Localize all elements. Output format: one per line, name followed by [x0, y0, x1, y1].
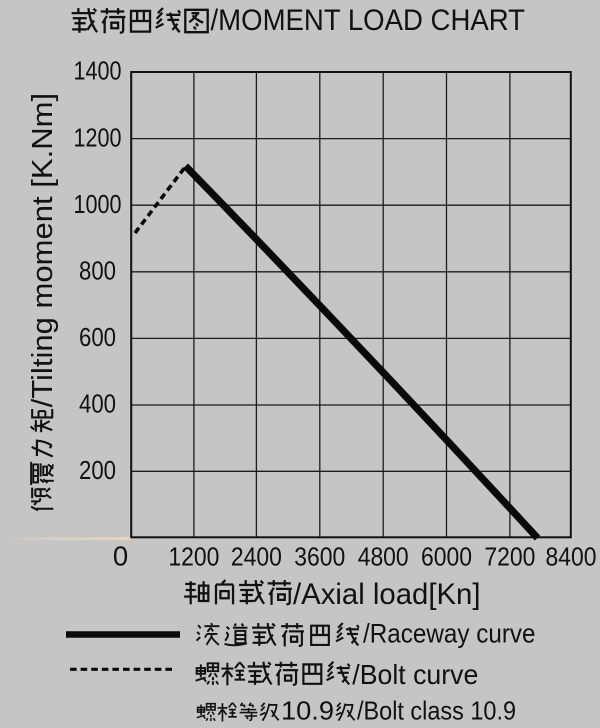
svg-text:4800: 4800	[358, 542, 409, 572]
svg-text:3600: 3600	[294, 542, 345, 572]
svg-text:7200: 7200	[484, 542, 535, 572]
svg-text:1200: 1200	[74, 122, 122, 152]
svg-text:/Tilting moment [K.Nm]: /Tilting moment [K.Nm]	[27, 93, 59, 408]
svg-text:8400: 8400	[546, 542, 597, 572]
svg-text:/Bolt curve: /Bolt curve	[352, 659, 478, 690]
svg-text:1000: 1000	[74, 189, 122, 219]
svg-text:2400: 2400	[231, 542, 282, 572]
svg-text:6000: 6000	[421, 542, 472, 572]
svg-text:400: 400	[79, 389, 116, 419]
svg-text:/Bolt class 10.9: /Bolt class 10.9	[357, 696, 516, 726]
svg-text:800: 800	[79, 256, 116, 286]
svg-text:/Raceway curve: /Raceway curve	[363, 619, 536, 649]
svg-text:/Axial load[Kn]: /Axial load[Kn]	[293, 578, 481, 611]
svg-text:0: 0	[113, 541, 128, 572]
svg-text:200: 200	[79, 455, 116, 485]
svg-text:/MOMENT LOAD CHART: /MOMENT LOAD CHART	[211, 4, 526, 37]
svg-text:1200: 1200	[168, 542, 219, 572]
svg-text:600: 600	[79, 322, 116, 352]
svg-text:10.9: 10.9	[281, 696, 334, 726]
svg-text:1400: 1400	[74, 56, 122, 86]
